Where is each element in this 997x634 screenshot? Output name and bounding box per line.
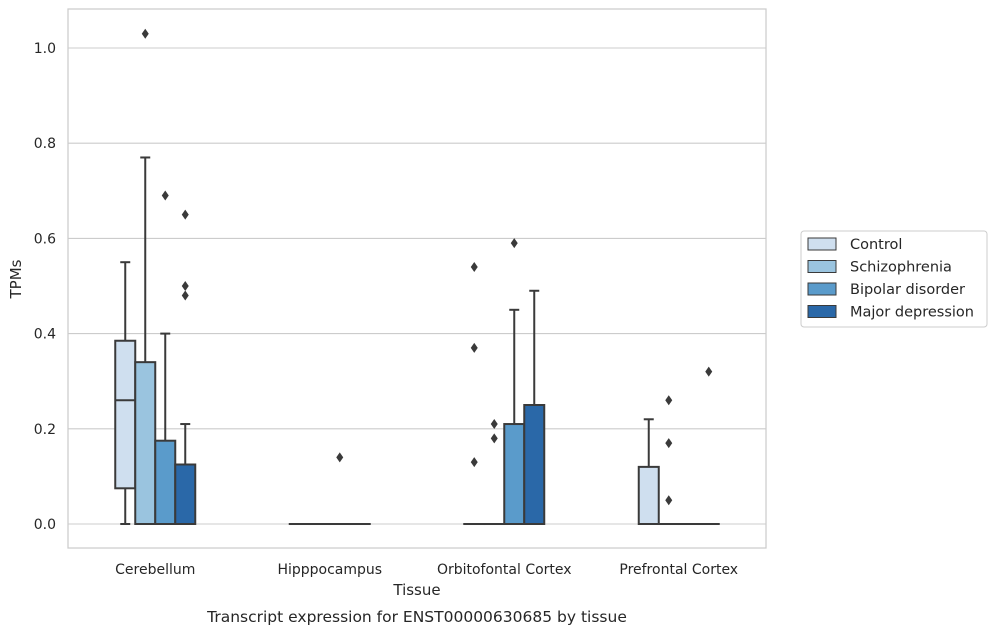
x-tick-label: Orbitofontal Cortex <box>437 562 572 578</box>
legend-label: Control <box>850 237 902 253</box>
legend-frame <box>800 230 988 328</box>
outlier-point <box>181 209 189 220</box>
outlier-point <box>510 238 518 249</box>
outlier-point <box>161 190 169 201</box>
box <box>114 339 137 490</box>
x-axis-label: Tissue <box>392 581 440 599</box>
outlier-point <box>665 438 673 449</box>
outlier-point <box>470 261 478 272</box>
legend-label: Schizophrenia <box>850 260 952 276</box>
chart-caption: Transcript expression for ENST0000063068… <box>206 608 627 626</box>
box <box>637 465 660 526</box>
legend-swatch <box>807 260 837 273</box>
x-tick-label: Cerebellum <box>115 562 195 578</box>
outlier-point <box>181 290 189 301</box>
legend-swatch <box>807 282 837 296</box>
y-tick-label: 0.4 <box>34 327 56 343</box>
box-group <box>637 366 720 526</box>
box <box>154 439 177 526</box>
x-tick-labels: Cerebellum Hipppocampus Orbitofontal Corte… <box>115 562 738 578</box>
y-tick-label: 0.8 <box>34 136 56 152</box>
y-tick-label: 0.2 <box>34 422 56 438</box>
outlier-point <box>490 433 498 444</box>
outlier-point <box>665 495 673 506</box>
legend-label: Major depression <box>850 305 974 321</box>
box <box>134 361 157 525</box>
legend-swatch <box>807 305 837 318</box>
box-group <box>114 28 197 526</box>
legend-label: Bipolar disorder <box>850 282 965 298</box>
box <box>174 463 197 525</box>
x-tick-label: Hipppocampus <box>277 562 382 578</box>
x-tick-label: Prefrontal Cortex <box>619 562 738 578</box>
outlier-point <box>470 457 478 468</box>
outlier-point <box>141 28 149 39</box>
box <box>523 404 546 525</box>
legend: Control Schizophrenia Bipolar disorder Majo… <box>800 230 988 328</box>
outlier-point <box>336 452 344 463</box>
y-axis-label: TPMs <box>7 259 25 299</box>
box-group <box>288 452 371 526</box>
y-tick-labels: 0.0 0.2 0.4 0.6 0.8 1.0 <box>34 41 56 533</box>
box-groups <box>114 28 720 526</box>
outlier-point <box>181 281 189 291</box>
box-group <box>463 238 546 526</box>
outlier-point <box>705 366 713 377</box>
outlier-point <box>470 342 478 353</box>
y-tick-label: 0.0 <box>34 517 56 533</box>
y-tick-label: 0.6 <box>34 231 56 247</box>
y-tick-label: 1.0 <box>34 41 56 57</box>
plot-frame <box>67 8 767 549</box>
outlier-point <box>665 395 673 406</box>
outlier-point <box>490 419 498 430</box>
box <box>503 423 526 526</box>
legend-swatch <box>807 237 837 251</box>
